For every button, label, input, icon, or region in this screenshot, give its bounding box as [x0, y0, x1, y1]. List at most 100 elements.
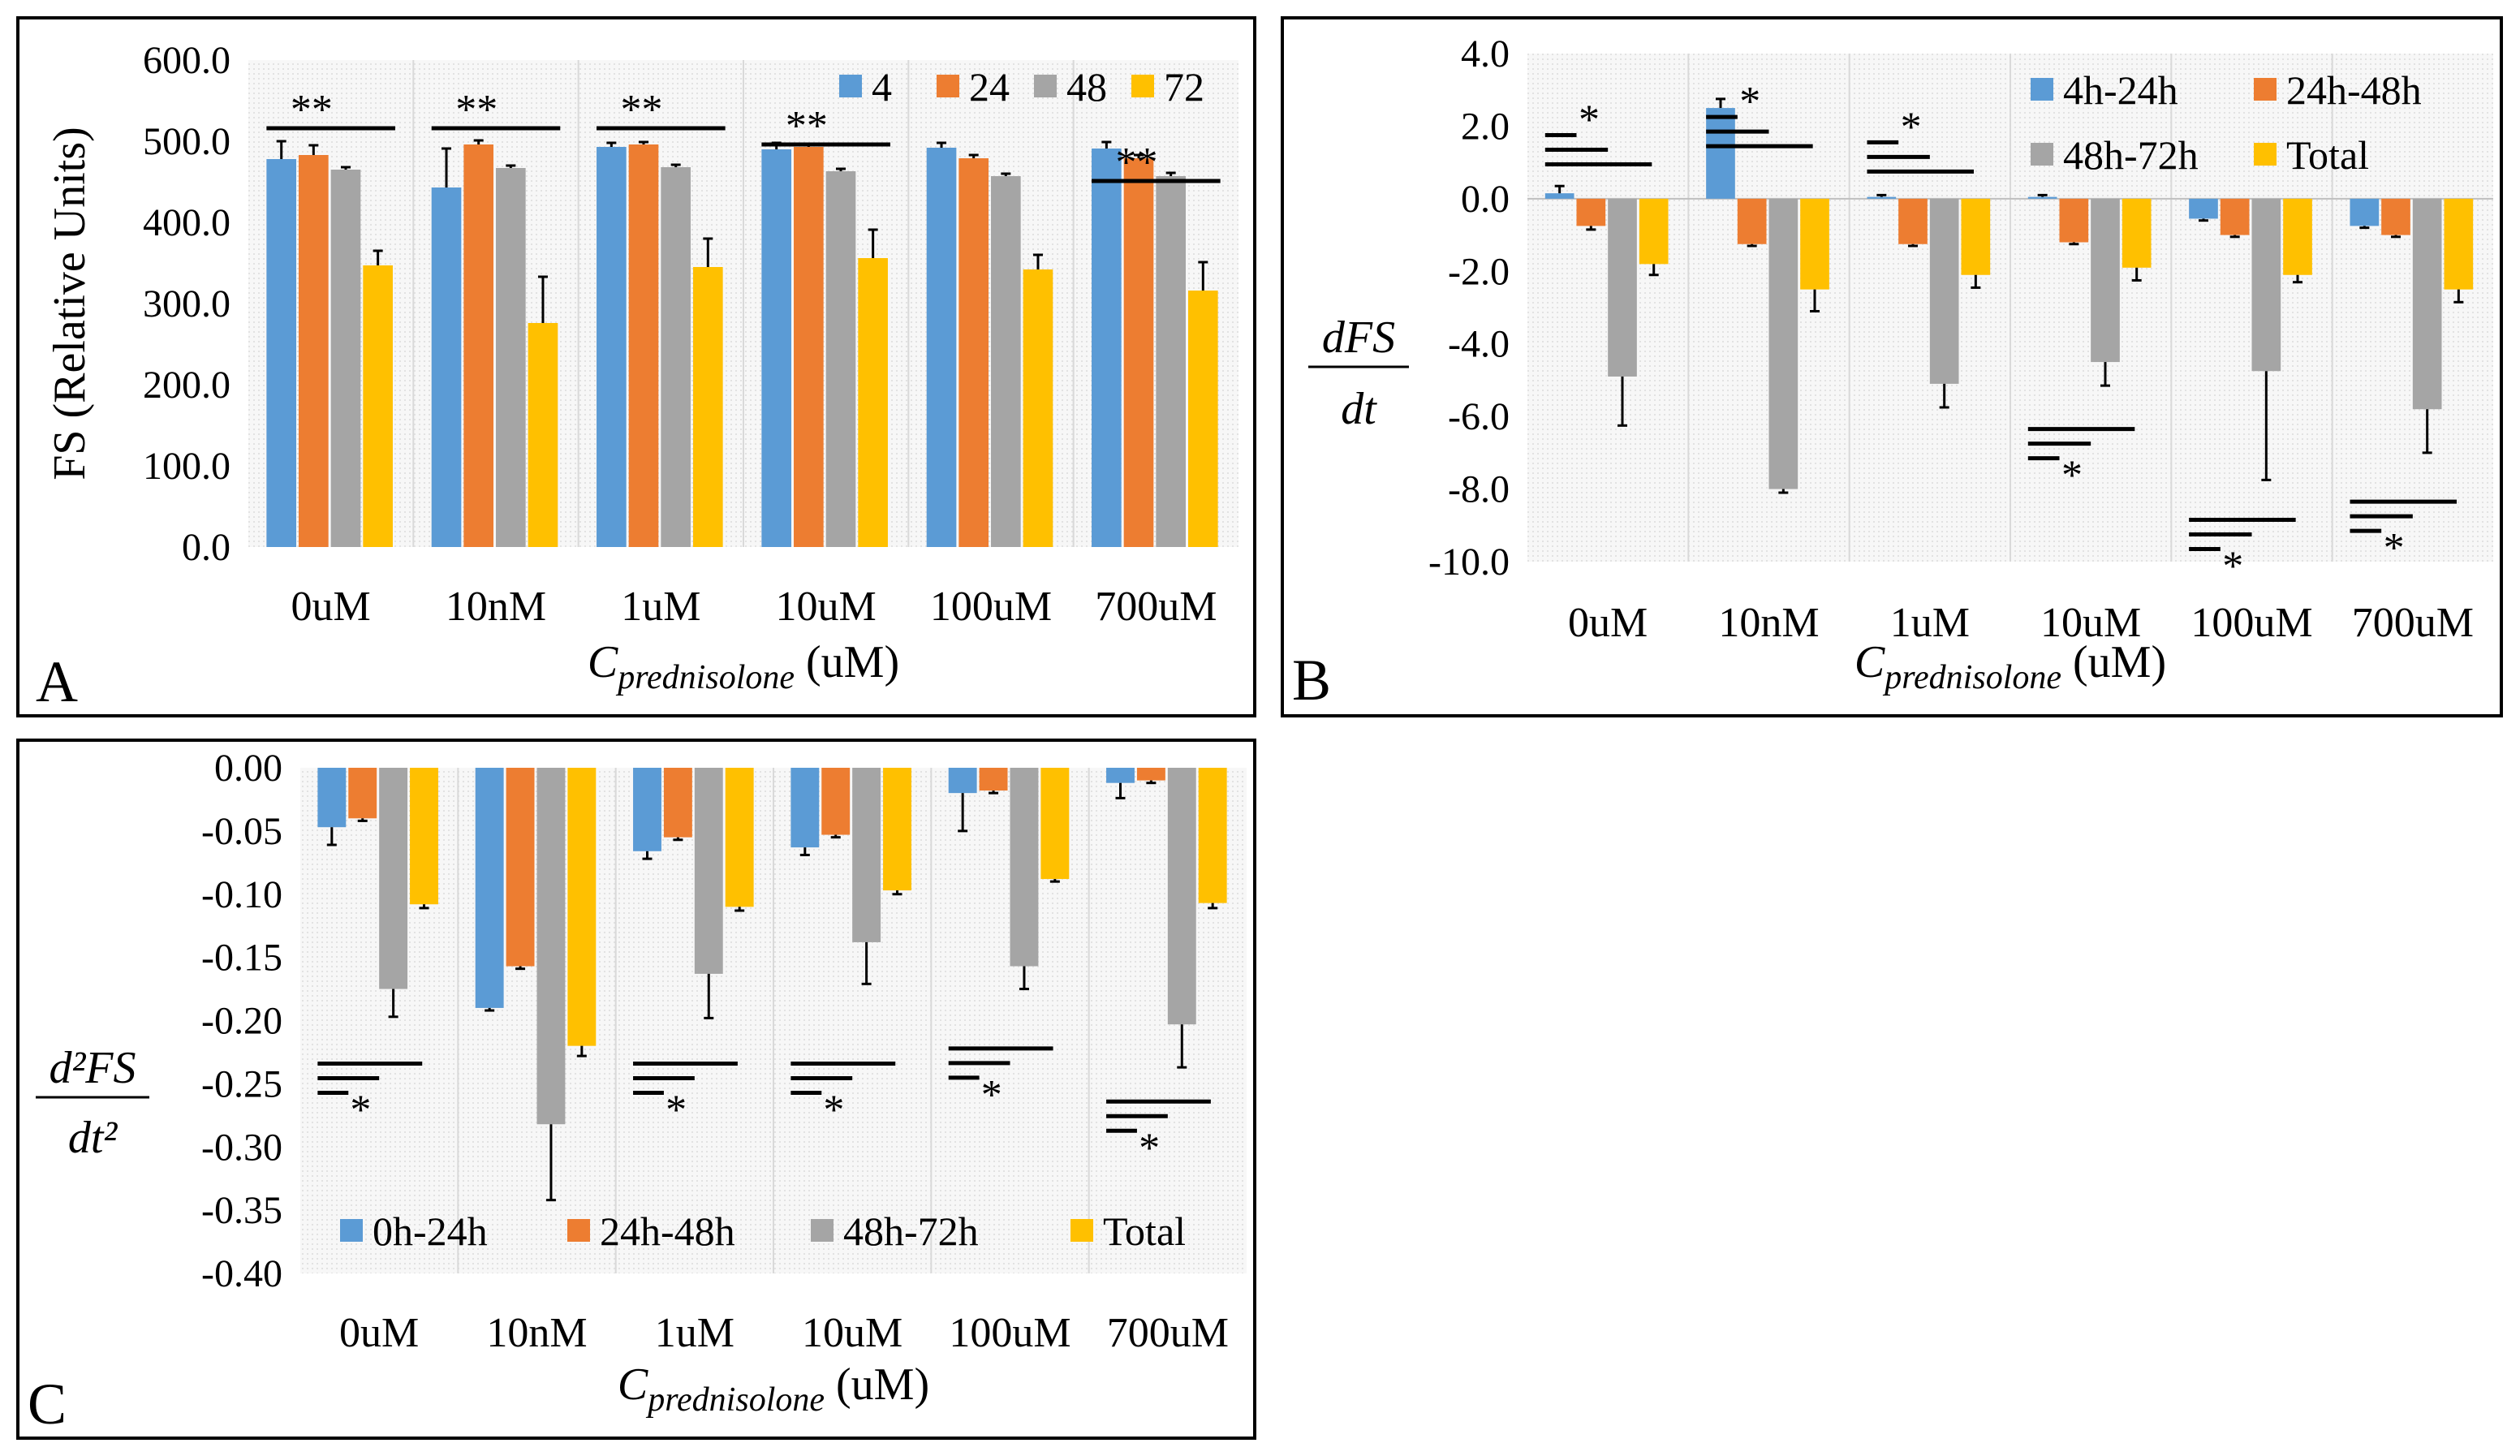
legend-swatch-Total	[2254, 143, 2277, 166]
bar-0h-24h-0uM	[317, 768, 347, 828]
bar-0h-24h-700uM	[1106, 768, 1135, 783]
x-category-label: 10nM	[1718, 600, 1819, 646]
y-tick-label: -0.25	[201, 1062, 282, 1105]
legend-swatch-48	[1034, 75, 1057, 97]
bar-Total-10nM	[1800, 198, 1829, 290]
significance-marker: *	[1139, 1125, 1160, 1171]
bar-Total-100uM	[2283, 198, 2312, 275]
bar-0h-24h-1uM	[633, 768, 661, 851]
legend-label: 4	[872, 64, 892, 110]
bar-4-700uM	[1092, 149, 1122, 547]
x-axis-label: Cprednisolone (uM)	[1854, 637, 2166, 696]
bar-48-10nM	[496, 168, 526, 547]
legend-swatch-Total	[1070, 1219, 1093, 1242]
y-tick-label: 200.0	[143, 364, 230, 407]
y-axis-label: FS (Relative Units)	[45, 127, 95, 480]
significance-marker: **	[455, 87, 498, 133]
bar-Total-100uM	[1040, 768, 1070, 880]
x-axis-label: Cprednisolone (uM)	[618, 1359, 929, 1419]
chart-c: -0.40 -0.35 -0.30 -0.25 -0.20 -0.15 -0.10 -0.05…	[28, 747, 1247, 1437]
panel-c: -0.40 -0.35 -0.30 -0.25 -0.20 -0.15 -0.10 -0.05…	[16, 739, 1256, 1440]
bar-4h-24h-10nM	[1706, 108, 1735, 199]
bar-48h-72h-700uM	[1167, 768, 1196, 1025]
y-axis-label-numerator: dFS	[1322, 312, 1395, 363]
y-tick-label: -2.0	[1448, 250, 1510, 293]
legend-swatch-24	[937, 75, 959, 97]
y-tick-label: 0.00	[214, 747, 282, 790]
bar-48-100uM	[991, 176, 1021, 547]
x-category-label: 10nM	[486, 1310, 587, 1356]
y-axis-label-denominator: dt	[1341, 384, 1377, 434]
bar-72-100uM	[1023, 269, 1053, 547]
x-category-label: 10uM	[776, 584, 877, 630]
bar-24-1uM	[628, 144, 659, 547]
bar-24h-48h-700uM	[2381, 198, 2410, 235]
bar-48h-72h-10nM	[1768, 198, 1798, 489]
bar-48h-72h-1uM	[1929, 198, 1959, 384]
x-category-label: 10nM	[446, 584, 546, 630]
bar-48h-72h-10nM	[536, 768, 566, 1125]
significance-marker: *	[1739, 79, 1760, 125]
bar-4-10uM	[761, 149, 792, 547]
chart-b: -10.0 -8.0 -6.0 -4.0 -2.0 0.0 2.0 4.0 0uM 10nM 1uM…	[1292, 32, 2493, 713]
x-category-label: 700uM	[1107, 1310, 1229, 1356]
x-category-label: 0uM	[291, 584, 371, 630]
bar-Total-0uM	[1639, 198, 1669, 265]
significance-marker: *	[350, 1088, 371, 1134]
bar-72-0uM	[363, 265, 393, 547]
bar-24-700uM	[1123, 158, 1154, 547]
bar-24h-48h-700uM	[1136, 768, 1165, 781]
y-tick-label: -0.15	[201, 937, 282, 980]
bar-48h-72h-0uM	[379, 768, 408, 989]
y-tick-label: 2.0	[1461, 105, 1510, 148]
bar-48h-72h-10uM	[2091, 198, 2120, 363]
bar-4h-24h-0uM	[1544, 193, 1574, 199]
bar-Total-0uM	[410, 768, 438, 905]
bar-4h-24h-100uM	[2189, 198, 2218, 219]
y-tick-label: 0.0	[182, 526, 230, 569]
significance-marker: **	[291, 87, 333, 133]
panel-b: -10.0 -8.0 -6.0 -4.0 -2.0 0.0 2.0 4.0 0uM 10nM 1uM…	[1281, 16, 2503, 717]
legend-swatch-0h-24h	[340, 1219, 363, 1242]
y-tick-label: -8.0	[1448, 468, 1510, 511]
bar-72-1uM	[692, 267, 723, 547]
bar-0h-24h-100uM	[948, 768, 977, 794]
legend-swatch-48h-72h	[2031, 143, 2053, 166]
x-category-label: 100uM	[949, 1310, 1070, 1356]
y-tick-label: -0.35	[201, 1189, 282, 1232]
y-tick-label: 4.0	[1461, 32, 1510, 75]
bar-48-1uM	[661, 167, 691, 547]
bar-0h-24h-10uM	[790, 768, 820, 848]
y-tick-label: -0.40	[201, 1252, 282, 1295]
significance-marker: *	[666, 1088, 687, 1134]
bar-48h-72h-100uM	[1010, 768, 1039, 967]
panel-letter: C	[28, 1372, 67, 1437]
y-tick-label: -0.20	[201, 1000, 282, 1043]
bar-24-10uM	[794, 147, 824, 547]
bar-24h-48h-10nM	[506, 768, 535, 967]
bar-72-10nM	[528, 323, 558, 547]
bar-4-0uM	[266, 159, 297, 547]
bar-24h-48h-0uM	[348, 768, 377, 819]
y-tick-label: -0.05	[201, 810, 282, 853]
significance-marker: **	[1116, 140, 1158, 186]
legend-label: 72	[1164, 64, 1204, 110]
significance-marker: **	[621, 87, 663, 133]
bar-Total-700uM	[1198, 768, 1227, 903]
y-tick-label: 100.0	[143, 445, 230, 488]
bar-4-1uM	[597, 147, 627, 547]
significance-marker: *	[2222, 543, 2243, 589]
bar-Total-1uM	[725, 768, 754, 907]
legend-label: Total	[1103, 1208, 1186, 1254]
panel-a: 0.0 100.0 200.0 300.0 400.0 500.0 600.0 0uM 10nM…	[16, 16, 1256, 717]
x-category-label: 700uM	[1095, 584, 1217, 630]
bar-48h-72h-0uM	[1608, 198, 1637, 377]
legend-swatch-72	[1131, 75, 1154, 97]
legend-label: 24	[969, 64, 1010, 110]
x-category-label: 1uM	[1890, 600, 1970, 646]
bar-24-0uM	[299, 155, 329, 547]
legend-swatch-24h-48h	[567, 1219, 590, 1242]
bar-24-100uM	[958, 158, 989, 547]
x-axis-label: Cprednisolone (uM)	[588, 637, 899, 696]
significance-marker: *	[2384, 525, 2405, 571]
